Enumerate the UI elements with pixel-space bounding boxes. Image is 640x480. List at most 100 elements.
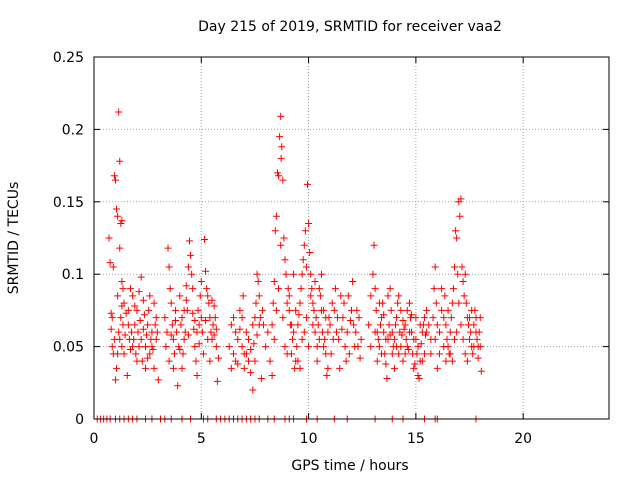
data-point bbox=[130, 335, 138, 343]
data-point bbox=[271, 227, 279, 235]
y-tick-label: 0.25 bbox=[53, 50, 84, 66]
data-point bbox=[281, 343, 289, 351]
data-point bbox=[378, 350, 386, 358]
data-point bbox=[441, 292, 449, 300]
data-point bbox=[281, 256, 289, 264]
data-point bbox=[172, 317, 180, 325]
data-point bbox=[385, 321, 393, 329]
data-point bbox=[121, 331, 129, 339]
data-point bbox=[285, 292, 293, 300]
data-point bbox=[384, 292, 392, 300]
data-point bbox=[402, 335, 410, 343]
data-point bbox=[110, 335, 118, 343]
data-point bbox=[410, 335, 418, 343]
data-point bbox=[472, 314, 480, 322]
data-point bbox=[382, 360, 390, 368]
data-point bbox=[198, 328, 206, 336]
data-point bbox=[369, 270, 377, 278]
data-point bbox=[250, 340, 258, 348]
data-point bbox=[334, 314, 342, 322]
y-axis-title: SRMTID / TECUs bbox=[6, 182, 22, 295]
data-point bbox=[451, 263, 458, 271]
data-point bbox=[204, 292, 212, 300]
data-point bbox=[117, 220, 125, 228]
data-point bbox=[168, 321, 176, 329]
data-point bbox=[234, 335, 242, 343]
data-point bbox=[373, 357, 381, 365]
data-point bbox=[116, 157, 124, 165]
data-point bbox=[124, 321, 132, 329]
data-point bbox=[311, 277, 319, 285]
data-point bbox=[111, 176, 119, 184]
data-points bbox=[93, 108, 485, 423]
data-point bbox=[403, 343, 411, 351]
data-point bbox=[170, 350, 178, 358]
data-point bbox=[167, 331, 175, 339]
data-point bbox=[227, 321, 235, 329]
data-point bbox=[394, 299, 402, 307]
data-point bbox=[372, 306, 380, 314]
data-point bbox=[178, 314, 186, 322]
y-tick-label: 0.2 bbox=[62, 122, 84, 138]
data-point bbox=[324, 364, 332, 372]
data-point bbox=[448, 357, 456, 365]
data-point bbox=[470, 321, 478, 329]
data-point bbox=[177, 321, 185, 329]
data-point bbox=[212, 325, 220, 333]
data-point bbox=[395, 350, 403, 358]
x-tick-label: 20 bbox=[514, 431, 532, 447]
data-point bbox=[111, 376, 119, 384]
data-point bbox=[258, 306, 266, 314]
data-point bbox=[276, 133, 284, 141]
data-point bbox=[317, 270, 325, 278]
data-point bbox=[470, 343, 478, 351]
data-point bbox=[443, 335, 451, 343]
data-point bbox=[440, 343, 448, 351]
data-point bbox=[302, 314, 310, 322]
data-point bbox=[356, 354, 364, 362]
data-point bbox=[308, 285, 316, 293]
data-point bbox=[447, 314, 455, 322]
data-point bbox=[205, 299, 213, 307]
data-point bbox=[399, 317, 407, 325]
data-point bbox=[213, 377, 221, 385]
chart-title: Day 215 of 2019, SRMTID for receiver vaa… bbox=[198, 19, 502, 35]
data-point bbox=[238, 314, 246, 322]
data-point bbox=[395, 292, 403, 300]
data-point bbox=[309, 299, 317, 307]
data-point bbox=[109, 350, 117, 358]
data-point bbox=[275, 172, 283, 180]
data-point bbox=[294, 357, 302, 365]
data-point bbox=[326, 321, 334, 329]
data-point bbox=[192, 357, 200, 365]
data-point bbox=[391, 321, 399, 329]
data-point bbox=[297, 285, 305, 293]
data-point bbox=[337, 292, 345, 300]
data-point bbox=[418, 357, 426, 365]
data-point bbox=[456, 212, 464, 220]
data-point bbox=[196, 292, 204, 300]
data-point bbox=[300, 241, 308, 249]
data-point bbox=[106, 259, 114, 267]
data-point bbox=[175, 343, 183, 351]
data-point bbox=[393, 314, 401, 322]
data-point bbox=[152, 335, 160, 343]
data-point bbox=[462, 299, 470, 307]
x-axis-title: GPS time / hours bbox=[291, 458, 408, 474]
data-point bbox=[336, 364, 344, 372]
data-point bbox=[189, 309, 197, 317]
data-point bbox=[161, 314, 169, 322]
data-point bbox=[182, 282, 190, 290]
data-point bbox=[129, 343, 137, 351]
data-point bbox=[180, 335, 188, 343]
data-point bbox=[149, 345, 157, 353]
data-point bbox=[397, 306, 405, 314]
x-tick-label: 0 bbox=[90, 431, 99, 447]
data-point bbox=[197, 277, 205, 285]
data-point bbox=[148, 343, 156, 351]
data-point bbox=[413, 350, 421, 358]
data-point bbox=[457, 321, 465, 329]
data-point bbox=[164, 244, 172, 252]
data-point bbox=[118, 343, 126, 351]
data-point bbox=[473, 335, 481, 343]
